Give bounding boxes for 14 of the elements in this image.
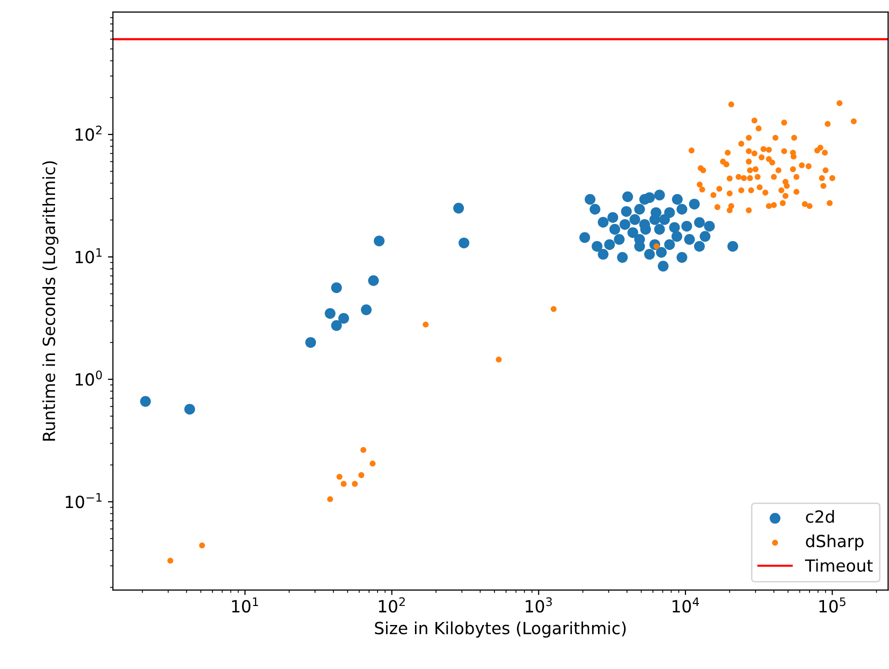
y-tick-label: 10$^{1}$ xyxy=(76,248,102,264)
x-tick-label: 10$^{2}$ xyxy=(378,597,405,613)
y-axis-title: Runtime in Seconds (Logarithmic) xyxy=(42,161,58,441)
x-tick-label: 10$^{4}$ xyxy=(672,597,699,613)
legend-label: c2d xyxy=(806,510,834,523)
y-tick-label: 10$^{0}$ xyxy=(76,370,102,386)
legend-label: dSharp xyxy=(806,534,864,551)
y-tick-label: 10$^{−1}$ xyxy=(66,493,102,508)
x-tick-label: 10$^{1}$ xyxy=(232,597,258,613)
legend-label: Timeout xyxy=(804,558,873,572)
x-axis-title: Size in Kilobytes (Logarithmic) xyxy=(375,621,626,638)
y-tick-label: 10$^{2}$ xyxy=(76,126,102,141)
x-tick-label: 10$^{5}$ xyxy=(819,597,846,613)
x-tick-label: 10$^{3}$ xyxy=(526,597,552,613)
